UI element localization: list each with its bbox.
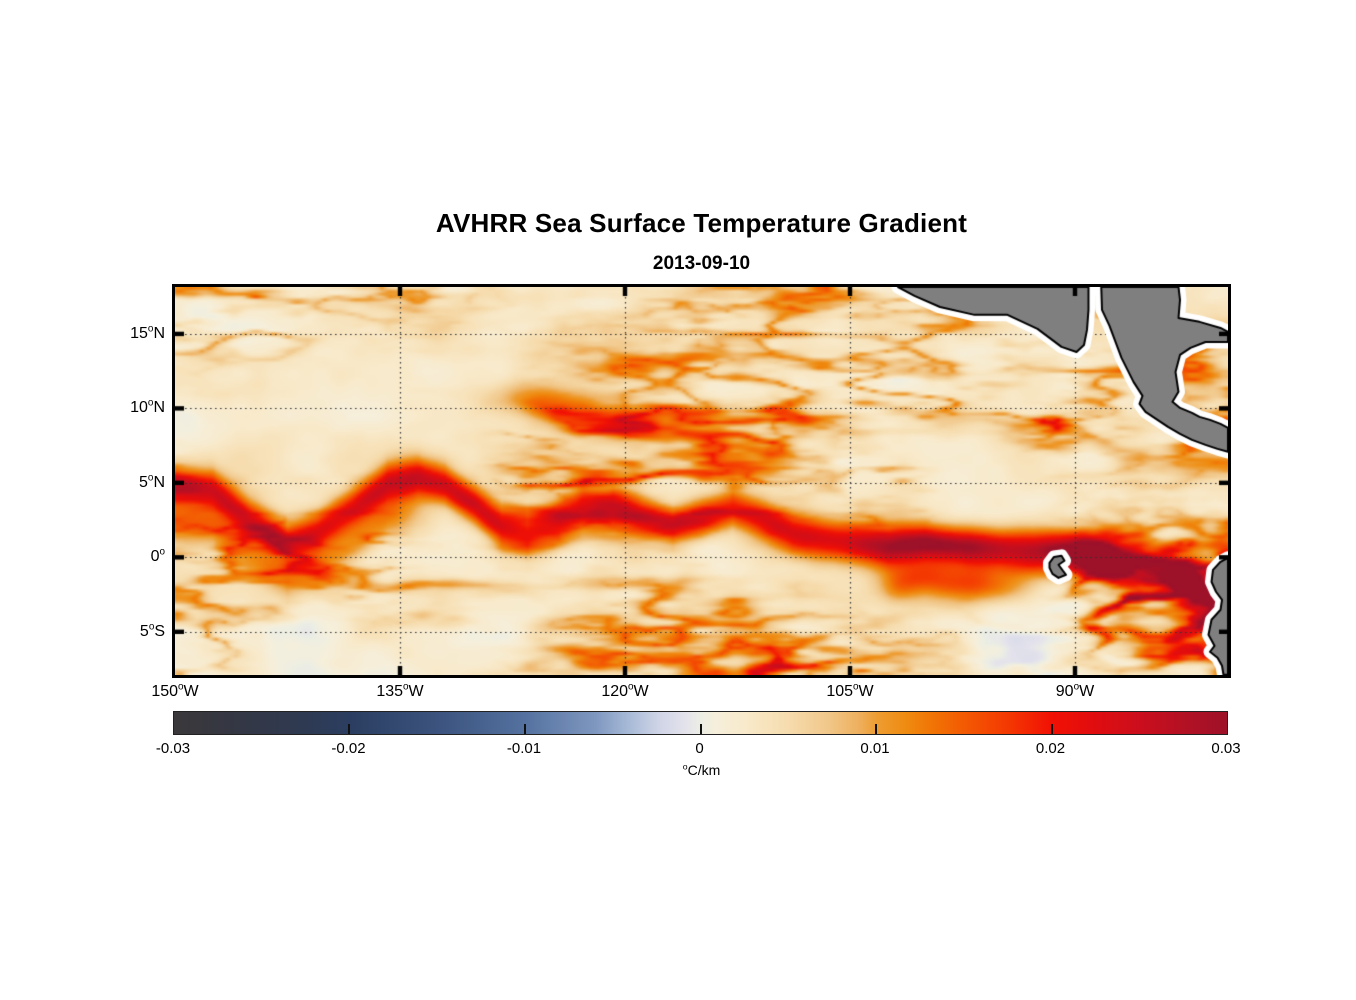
figure-subtitle: 2013-09-10 (652, 253, 751, 274)
colorbar-tick (1050, 724, 1053, 734)
x-tick-label: 120oW (601, 681, 649, 700)
colorbar-tick-label: -0.03 (155, 740, 191, 757)
colorbar-tick-label: -0.02 (331, 740, 366, 757)
figure-title: AVHRR Sea Surface Temperature Gradient (435, 208, 968, 238)
x-tick-label: 105oW (826, 681, 874, 700)
colorbar-gradient (174, 712, 1227, 734)
colorbar-tick-label: 0 (695, 740, 704, 757)
colorbar-tick (699, 724, 702, 734)
colorbar-tick-label: 0.01 (860, 740, 890, 757)
colorbar-tick (523, 724, 526, 734)
x-tick-label: 150oW (151, 681, 199, 700)
colorbar-tick-label: 0.03 (1211, 740, 1241, 757)
colorbar-tick (348, 724, 351, 734)
colorbar-unit-label: oC/km (682, 761, 721, 778)
map-plot-frame (172, 284, 1231, 678)
colorbar-tick-label: 0.02 (1035, 740, 1066, 757)
y-tick-label: 5oS (139, 621, 165, 640)
y-tick-label: 10oN (130, 398, 165, 417)
colorbar (173, 711, 1228, 735)
x-tick-label: 90oW (1055, 681, 1095, 700)
y-tick-label: 0o (150, 547, 165, 566)
y-tick-label: 15oN (130, 323, 165, 342)
y-tick-label: 5oN (139, 472, 165, 491)
x-tick-label: 135oW (376, 681, 424, 700)
colorbar-tick (874, 724, 877, 734)
colorbar-tick-label: -0.01 (506, 740, 542, 757)
sst-gradient-heatmap (175, 287, 1228, 675)
